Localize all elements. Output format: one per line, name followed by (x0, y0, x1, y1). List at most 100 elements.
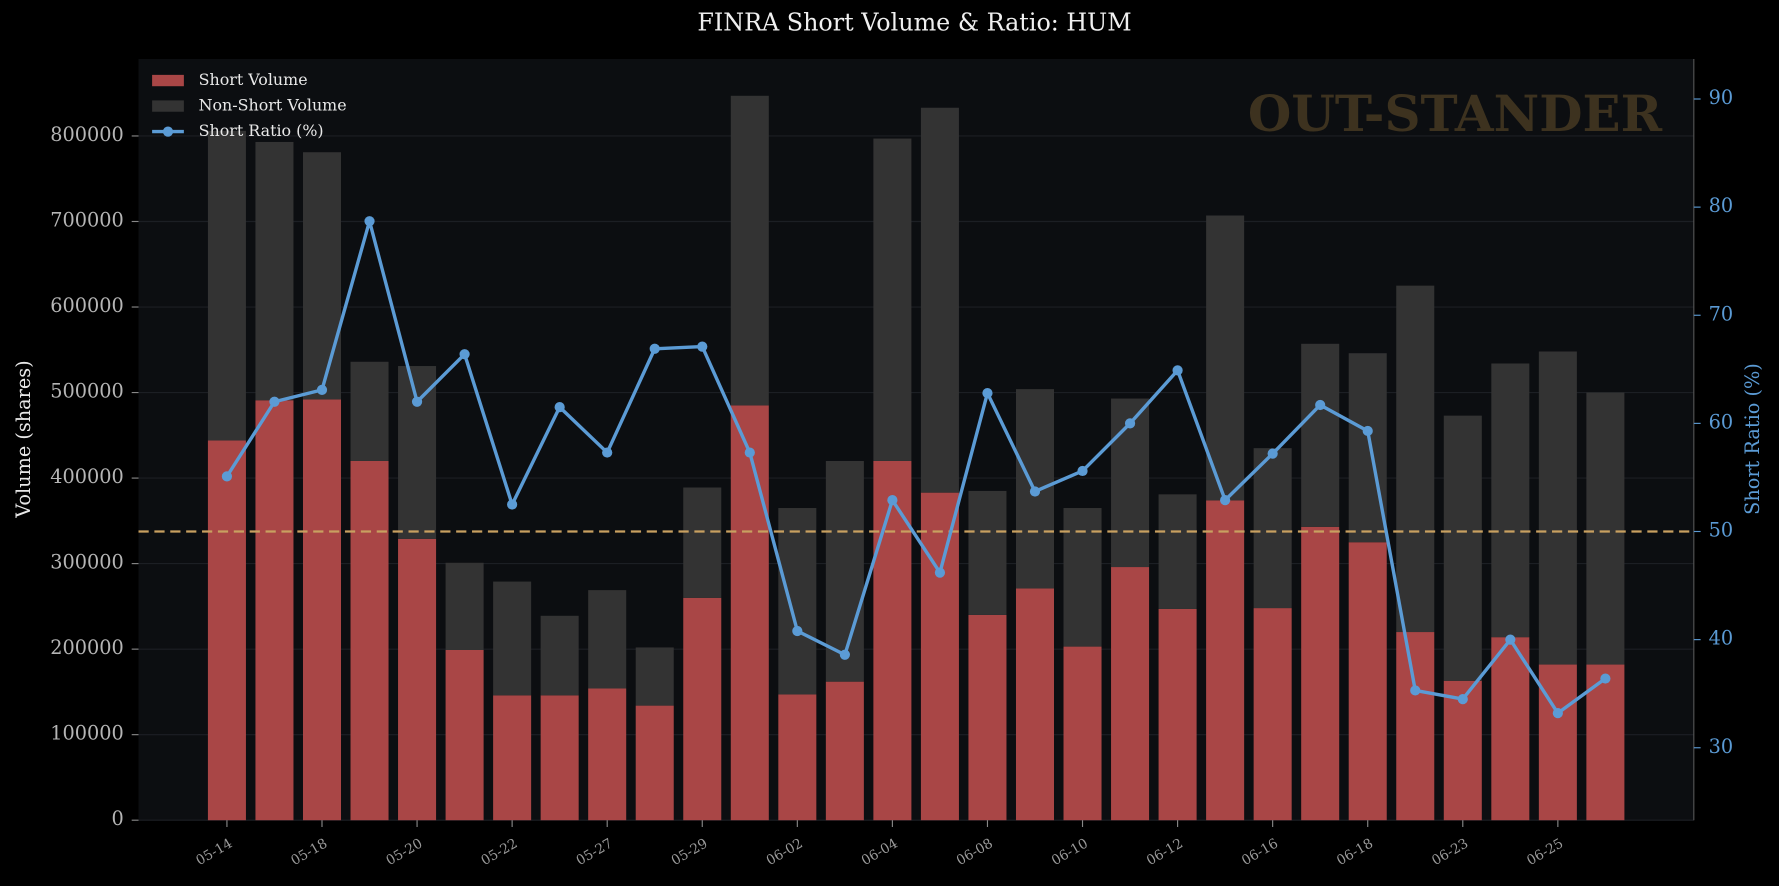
y-tick-label: 600000 (50, 294, 124, 317)
bar (445, 649, 484, 821)
chart-title: FINRA Short Volume & Ratio: HUM (697, 8, 1131, 36)
bar (778, 694, 817, 821)
line-point (459, 349, 470, 360)
line-point (1124, 418, 1136, 429)
bar (825, 681, 864, 821)
line-point (934, 567, 946, 578)
line-point (744, 447, 755, 458)
bar (398, 366, 437, 539)
bar (1158, 494, 1197, 609)
legend-label: Short Volume (199, 70, 308, 89)
y2-axis-label: Short Ratio (%) (1741, 363, 1764, 515)
line-point (364, 216, 375, 227)
line-point (1552, 708, 1563, 719)
bar (350, 361, 389, 461)
bar (1206, 215, 1245, 501)
line-point (1220, 495, 1231, 506)
bar (588, 688, 627, 821)
y-tick-label: 100000 (50, 722, 124, 745)
bar (302, 152, 342, 400)
y2-tick-label: 50 (1709, 519, 1734, 542)
bar (635, 647, 674, 706)
bar (683, 487, 722, 598)
y2-tick-label: 70 (1709, 302, 1734, 325)
line-point (602, 447, 613, 458)
line-point (554, 402, 565, 413)
bar (968, 614, 1007, 821)
bar (493, 581, 532, 696)
bar (1538, 351, 1577, 665)
bar (1348, 353, 1387, 543)
bar (635, 705, 674, 821)
bar (778, 508, 817, 695)
line-point (839, 649, 850, 660)
line-point (1077, 465, 1088, 477)
bar (1586, 664, 1625, 821)
bar (1491, 363, 1530, 638)
bar (255, 141, 294, 401)
line-point (697, 341, 708, 352)
bar (1063, 646, 1102, 821)
bar (730, 95, 769, 406)
line-point (269, 396, 280, 407)
line-point (792, 625, 803, 637)
bar (302, 399, 342, 821)
line-point (1505, 634, 1516, 645)
bar (1253, 448, 1292, 609)
legend-label: Non-Short Volume (199, 96, 347, 115)
bar (255, 400, 294, 821)
line-point (507, 499, 518, 510)
bar (920, 492, 959, 821)
y2-tick-label: 40 (1709, 627, 1734, 650)
bars-layer (138, 95, 1694, 821)
bar (1491, 637, 1530, 821)
bar (873, 138, 912, 461)
bar (1111, 567, 1150, 821)
bar (1443, 415, 1482, 681)
bar (1063, 508, 1102, 647)
y-tick-label: 800000 (50, 123, 124, 146)
y2-tick-label: 30 (1709, 735, 1734, 758)
bar (540, 615, 579, 696)
line-point (649, 343, 660, 354)
line-point (316, 384, 328, 395)
y-tick-label: 0 (111, 807, 123, 830)
bar (1538, 664, 1577, 821)
line-point (1029, 486, 1041, 497)
bar (920, 107, 959, 493)
line-point (411, 396, 423, 407)
bar (1586, 392, 1625, 665)
line-point (1600, 673, 1611, 684)
bar (1396, 285, 1435, 633)
legend-swatch-marker (162, 126, 174, 137)
y-tick-label: 700000 (50, 208, 124, 231)
y2-tick-label: 80 (1709, 194, 1734, 217)
bar (1301, 343, 1340, 527)
y2-tick-label: 90 (1709, 86, 1734, 109)
bar (825, 460, 864, 682)
bar (540, 695, 579, 821)
bar (730, 405, 769, 821)
bar (683, 597, 722, 821)
line-point (1172, 365, 1183, 376)
y2-tick-label: 60 (1709, 410, 1734, 433)
watermark: OUT-STANDER (1248, 84, 1663, 143)
bar (1015, 588, 1055, 821)
line-point (1410, 685, 1421, 696)
bar (1348, 542, 1387, 821)
legend-label: Short Ratio (%) (199, 121, 324, 140)
y-tick-label: 300000 (50, 551, 124, 574)
bar (445, 562, 484, 650)
bar (493, 695, 532, 821)
bar (398, 538, 437, 821)
bar (1253, 608, 1292, 821)
y-tick-label: 200000 (50, 636, 124, 659)
line-point (982, 387, 993, 399)
bar (207, 440, 246, 821)
line-point (221, 471, 233, 482)
bar (968, 490, 1007, 615)
y-tick-label: 400000 (50, 465, 124, 488)
bar (1206, 500, 1245, 821)
bar (588, 590, 627, 689)
